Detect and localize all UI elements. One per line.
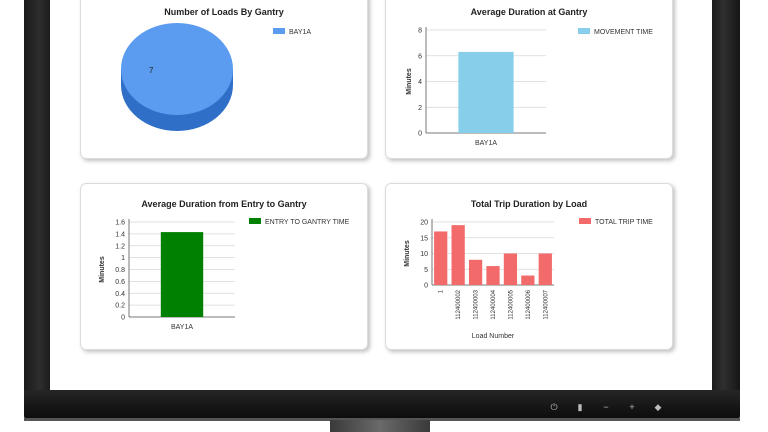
panel-average-duration-at-gantry: Average Duration at Gantry 0 2 4 6 8 Minutes B… — [385, 0, 673, 159]
y-tick-label: 0.6 — [115, 279, 125, 286]
bar-chart: 0 5 10 15 20 Minutes 1 112400002 112400003 112400… — [404, 218, 653, 340]
bar — [521, 275, 535, 285]
chart-title: Average Duration from Entry to Gantry — [141, 199, 307, 209]
minus-icon[interactable]: − — [603, 402, 609, 412]
legend-label: ENTRY TO GANTRY TIME — [265, 219, 350, 226]
x-tick-label: BAY1A — [475, 140, 497, 147]
bezel-left — [24, 0, 50, 402]
x-tick-label: 1 — [439, 289, 445, 293]
bar — [458, 51, 514, 134]
y-axis-label: Minutes — [404, 240, 411, 267]
monitor-controls: ⏻ ▮ − + ◆ — [548, 400, 664, 414]
chart-title: Number of Loads By Gantry — [164, 7, 284, 17]
legend-label: BAY1A — [289, 29, 311, 36]
input-icon[interactable]: ◆ — [654, 401, 662, 412]
y-tick-label: 15 — [420, 235, 428, 242]
legend-label: TOTAL TRIP TIME — [595, 219, 653, 226]
chart-title: Average Duration at Gantry — [470, 7, 588, 17]
y-tick-label: 4 — [418, 79, 422, 86]
x-tick-label: BAY1A — [171, 324, 193, 331]
bar-chart: 0 2 4 6 8 Minutes BAY1A MOVEMENT TIME — [406, 27, 653, 147]
x-tick-label: 112400007 — [543, 289, 549, 319]
panel-total-trip-duration: Total Trip Duration by Load 0 5 10 15 20 Minu… — [385, 183, 673, 350]
legend-swatch — [578, 28, 590, 34]
x-tick-label: 112400006 — [526, 289, 532, 319]
legend: BAY1A — [273, 28, 311, 36]
y-axis-label: Minutes — [99, 256, 106, 283]
dashboard-screen: Number of Loads By Gantry 7 BAY1A Averag… — [50, 0, 712, 390]
bar-chart: 0 0.2 0.4 0.6 0.8 1 1.2 1.4 1.6 Minutes BAY1A ENTRY… — [99, 218, 350, 331]
y-tick-label: 0.4 — [115, 291, 125, 298]
y-tick-label: 2 — [418, 105, 422, 112]
legend-swatch — [579, 218, 591, 224]
legend-label: MOVEMENT TIME — [594, 29, 653, 36]
bezel-right — [712, 0, 740, 402]
menu-icon[interactable]: ▮ — [577, 401, 583, 412]
plus-icon[interactable]: + — [629, 402, 635, 412]
y-tick-label: 0.8 — [115, 267, 125, 274]
pie-chart: 7 BAY1A — [121, 23, 311, 131]
bar — [503, 253, 518, 285]
bar — [451, 225, 465, 285]
power-icon[interactable]: ⏻ — [550, 401, 558, 412]
x-tick-label: 112400002 — [456, 289, 462, 319]
pie-slice — [121, 23, 233, 115]
y-axis-label: Minutes — [406, 68, 413, 95]
bar — [538, 253, 552, 285]
y-tick-label: 0.2 — [115, 303, 125, 310]
x-tick-label: 112400004 — [491, 289, 497, 319]
y-tick-label: 20 — [420, 220, 428, 227]
x-tick-label: 112400003 — [474, 289, 480, 319]
y-tick-label: 1.6 — [115, 220, 125, 227]
bar — [160, 232, 204, 317]
bar — [434, 231, 448, 285]
y-tick-label: 8 — [418, 28, 422, 35]
y-tick-label: 1.4 — [115, 231, 125, 238]
y-tick-label: 1.2 — [115, 243, 125, 250]
bar — [468, 259, 483, 285]
legend-swatch — [249, 218, 261, 224]
y-tick-label: 6 — [418, 53, 422, 60]
pie-slice-label: 7 — [149, 66, 154, 75]
x-tick-label: 112400005 — [508, 289, 514, 319]
bezel-edge — [24, 418, 740, 421]
y-tick-label: 1 — [121, 255, 125, 262]
y-tick-label: 10 — [420, 251, 428, 258]
y-tick-label: 0 — [424, 283, 428, 290]
y-tick-label: 0 — [121, 315, 125, 322]
chart-title: Total Trip Duration by Load — [470, 199, 588, 209]
bar — [486, 266, 500, 285]
panel-loads-by-gantry: Number of Loads By Gantry 7 BAY1A — [80, 0, 368, 159]
legend-swatch — [273, 28, 285, 34]
bezel-bottom — [24, 390, 740, 420]
y-tick-label: 5 — [424, 267, 428, 274]
x-axis-label: Load Number — [472, 333, 515, 340]
monitor-stand — [330, 420, 430, 432]
y-tick-label: 0 — [418, 131, 422, 138]
